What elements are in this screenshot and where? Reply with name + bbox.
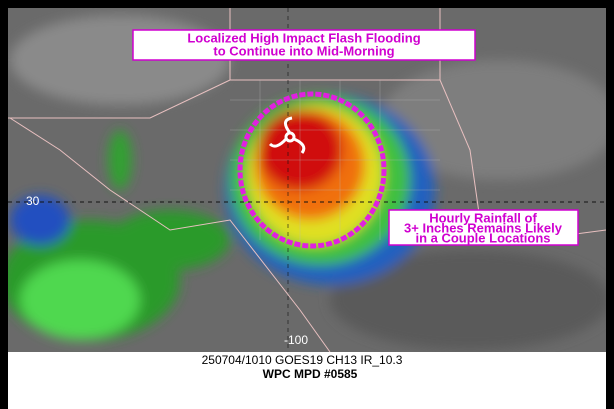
rainfall-line: in a Couple Locations [415, 230, 550, 245]
title-line: to Continue into Mid-Morning [213, 43, 394, 58]
mpd-label: WPC MPD #0585 [263, 367, 358, 381]
rainfall-line: Hourly Rainfall of [429, 210, 537, 225]
swirl-icon [268, 116, 306, 154]
longitude-label: -100 [284, 333, 308, 347]
mpd-outline [237, 91, 387, 249]
latitude-label: 30 [26, 194, 40, 208]
rainfall-line: 3+ Inches Remains Likely [404, 220, 563, 235]
title-line: Localized High Impact Flash Flooding [187, 30, 420, 45]
footer-panel [8, 352, 606, 409]
cloud-field [8, 15, 606, 350]
rainfall-box [388, 209, 579, 246]
satellite-map: 30 -100 Localized High Impact Flash Floo… [8, 8, 606, 352]
product-label: 250704/1010 GOES19 CH13 IR_10.3 [202, 353, 403, 367]
title-box [132, 29, 476, 61]
